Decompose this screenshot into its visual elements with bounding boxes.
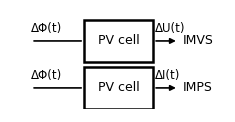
Text: ΔI(t): ΔI(t) <box>155 69 180 82</box>
FancyBboxPatch shape <box>84 67 153 109</box>
FancyBboxPatch shape <box>84 20 153 62</box>
Text: ΔU(t): ΔU(t) <box>155 22 186 35</box>
Text: ΔΦ(t): ΔΦ(t) <box>31 69 63 82</box>
Text: PV cell: PV cell <box>98 81 140 94</box>
Text: PV cell: PV cell <box>98 34 140 47</box>
Text: IMVS: IMVS <box>182 34 213 47</box>
Text: IMPS: IMPS <box>182 81 212 94</box>
Text: ΔΦ(t): ΔΦ(t) <box>31 22 63 35</box>
